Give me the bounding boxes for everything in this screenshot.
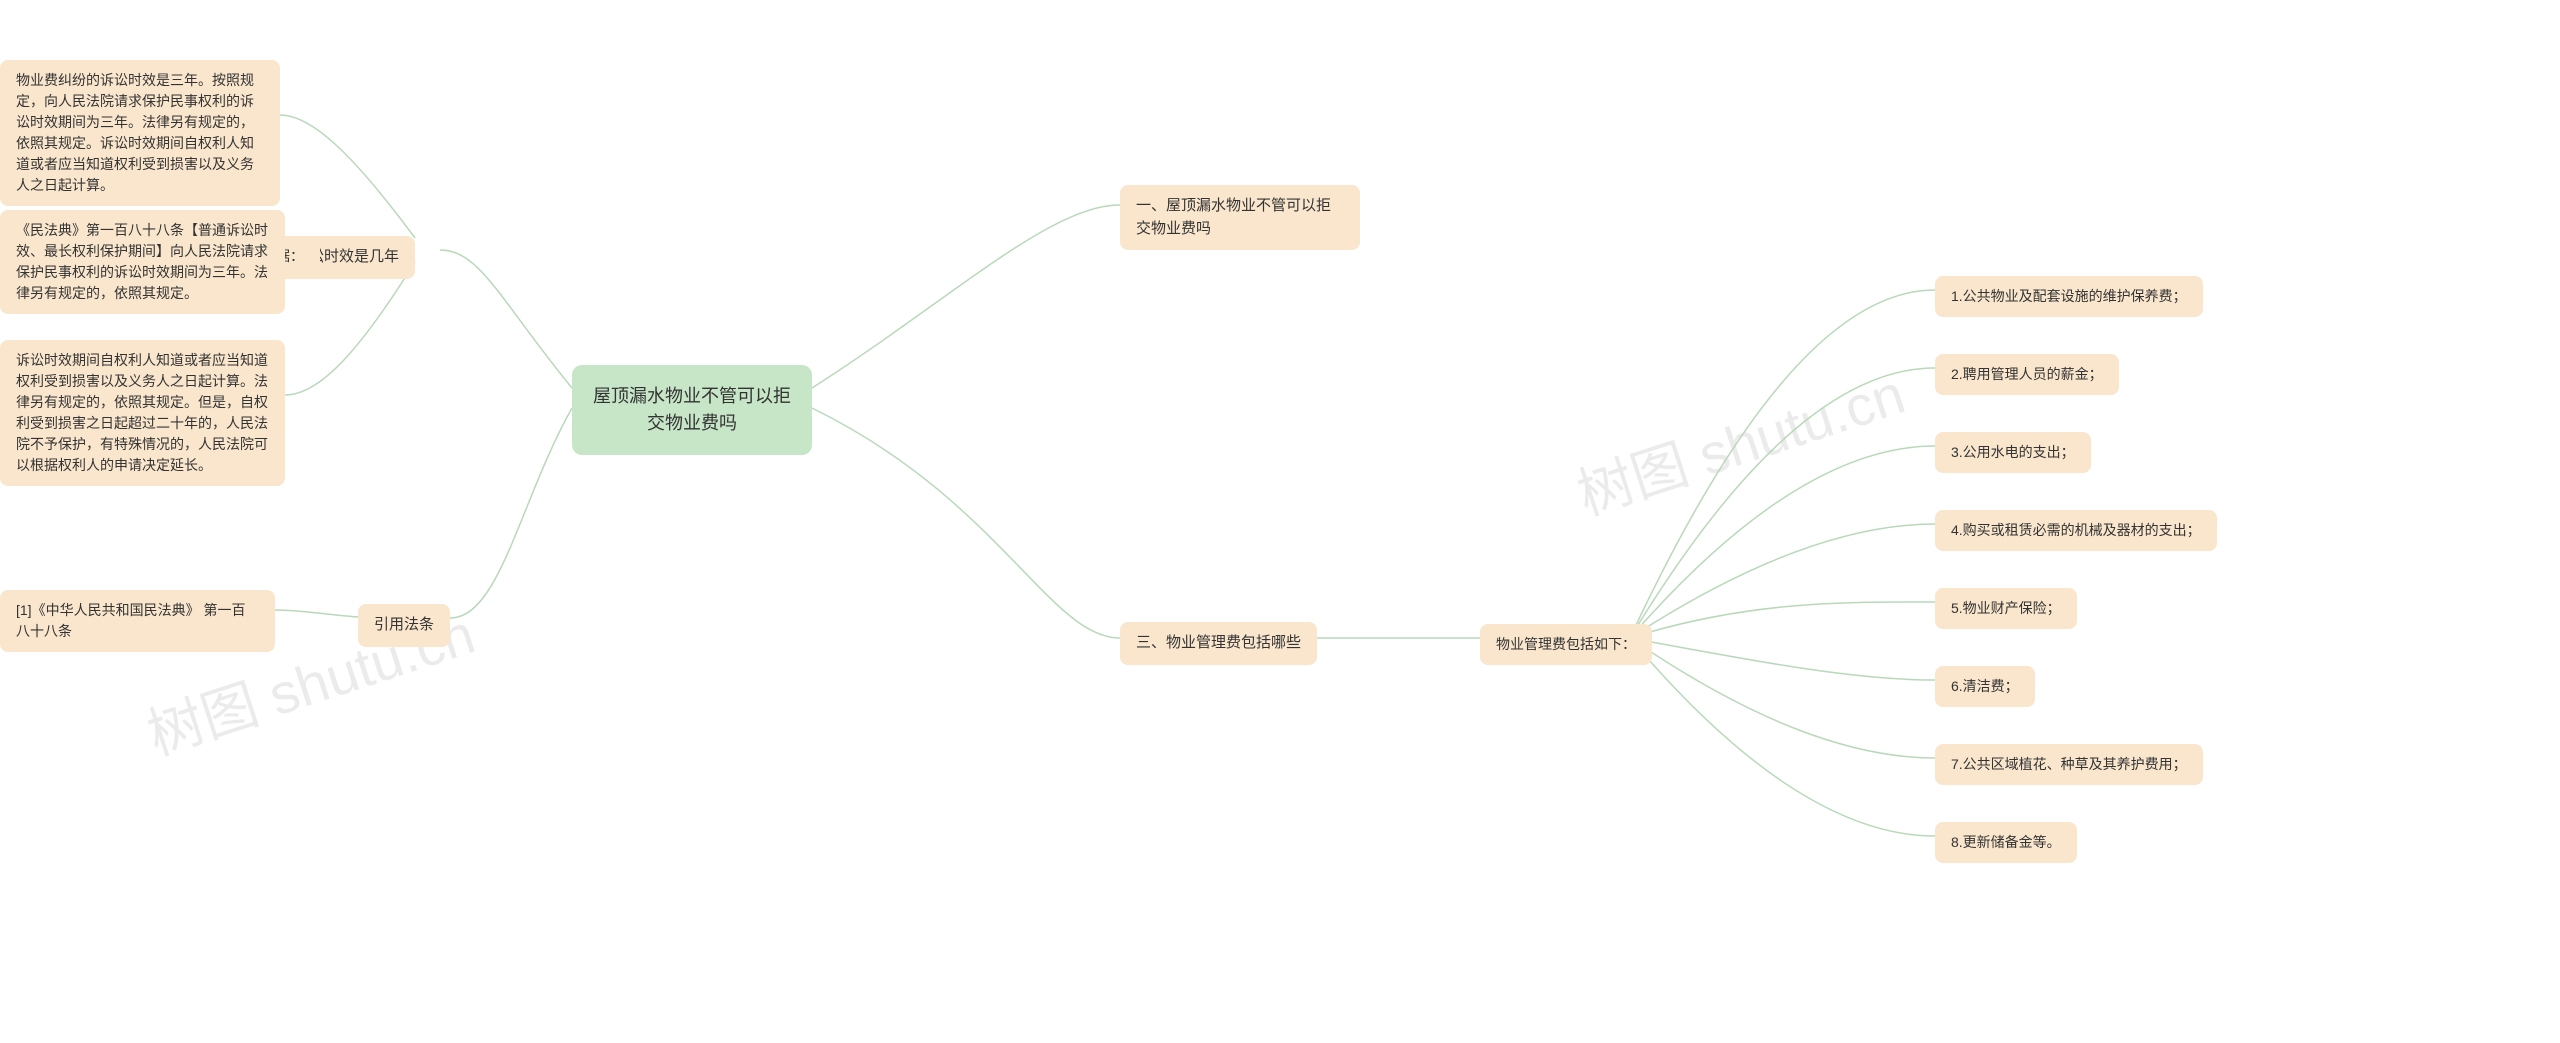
branch-1: 一、屋顶漏水物业不管可以拒交物业费吗 — [1120, 185, 1360, 250]
branch-3-item-1: 2.聘用管理人员的薪金； — [1935, 354, 2119, 395]
branch-ref-text: [1]《中华人民共和国民法典》 第一百八十八条 — [0, 590, 275, 652]
branch-3-item-4: 5.物业财产保险； — [1935, 588, 2077, 629]
branch-ref: 引用法条 — [358, 604, 450, 647]
root-node: 屋顶漏水物业不管可以拒交物业费吗 — [572, 365, 812, 455]
branch-2-detail1: 物业费纠纷的诉讼时效是三年。按照规定，向人民法院请求保护民事权利的诉讼时效期间为… — [0, 60, 280, 206]
branch-3: 三、物业管理费包括哪些 — [1120, 622, 1317, 665]
branch-2-detail2: 诉讼时效期间自权利人知道或者应当知道权利受到损害以及义务人之日起计算。法律另有规… — [0, 340, 285, 486]
branch-3-item-2: 3.公用水电的支出； — [1935, 432, 2091, 473]
branch-3-item-7: 8.更新储备金等。 — [1935, 822, 2077, 863]
branch-3-item-5: 6.清洁费； — [1935, 666, 2035, 707]
branch-3-item-3: 4.购买或租赁必需的机械及器材的支出； — [1935, 510, 2217, 551]
branch-2-legal-text: 《民法典》第一百八十八条【普通诉讼时效、最长权利保护期间】向人民法院请求保护民事… — [0, 210, 285, 314]
watermark-2: 树图 shutu.cn — [1566, 350, 1914, 532]
branch-3-item-0: 1.公共物业及配套设施的维护保养费； — [1935, 276, 2203, 317]
branch-3-item-6: 7.公共区域植花、种草及其养护费用； — [1935, 744, 2203, 785]
branch-3-sub: 物业管理费包括如下： — [1480, 624, 1652, 665]
